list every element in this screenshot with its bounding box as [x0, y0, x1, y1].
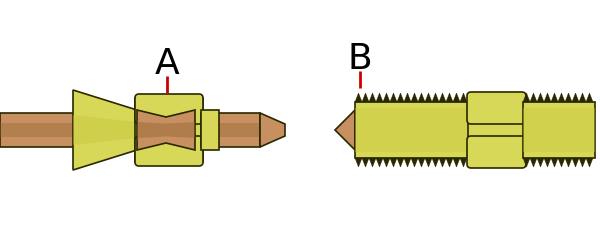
Polygon shape [201, 113, 260, 147]
Polygon shape [544, 93, 551, 102]
Polygon shape [565, 158, 572, 167]
Polygon shape [460, 93, 467, 102]
Polygon shape [418, 158, 425, 167]
Polygon shape [523, 108, 595, 152]
Polygon shape [260, 113, 285, 147]
Polygon shape [425, 158, 432, 167]
Text: B: B [347, 42, 373, 76]
Polygon shape [523, 102, 595, 158]
Polygon shape [137, 122, 195, 138]
Polygon shape [432, 158, 439, 167]
FancyBboxPatch shape [135, 136, 203, 166]
Polygon shape [355, 158, 362, 167]
Polygon shape [390, 158, 397, 167]
Polygon shape [537, 158, 544, 167]
Polygon shape [572, 158, 579, 167]
Polygon shape [201, 110, 219, 150]
Polygon shape [362, 158, 369, 167]
Polygon shape [523, 158, 530, 167]
Polygon shape [537, 93, 544, 102]
Polygon shape [73, 115, 137, 145]
Polygon shape [404, 93, 411, 102]
Polygon shape [335, 110, 355, 150]
Polygon shape [446, 158, 453, 167]
Polygon shape [544, 158, 551, 167]
Polygon shape [397, 93, 404, 102]
Polygon shape [355, 108, 470, 152]
Polygon shape [201, 123, 260, 137]
Polygon shape [558, 158, 565, 167]
Polygon shape [137, 110, 195, 150]
Polygon shape [411, 93, 418, 102]
Polygon shape [523, 93, 530, 102]
Polygon shape [530, 158, 537, 167]
Polygon shape [530, 93, 537, 102]
FancyBboxPatch shape [135, 94, 203, 124]
Polygon shape [411, 158, 418, 167]
Polygon shape [586, 158, 593, 167]
Polygon shape [551, 93, 558, 102]
Polygon shape [397, 158, 404, 167]
Polygon shape [0, 123, 75, 137]
Polygon shape [390, 93, 397, 102]
Polygon shape [468, 96, 525, 164]
Polygon shape [425, 93, 432, 102]
Polygon shape [355, 102, 470, 158]
Polygon shape [0, 113, 75, 147]
Polygon shape [135, 98, 203, 162]
Polygon shape [376, 93, 383, 102]
FancyBboxPatch shape [467, 136, 526, 168]
FancyBboxPatch shape [467, 92, 526, 124]
Polygon shape [369, 93, 376, 102]
Polygon shape [439, 158, 446, 167]
Polygon shape [439, 93, 446, 102]
Polygon shape [453, 93, 460, 102]
Polygon shape [383, 93, 390, 102]
Polygon shape [355, 93, 362, 102]
Polygon shape [586, 93, 593, 102]
Polygon shape [376, 158, 383, 167]
Polygon shape [551, 158, 558, 167]
Polygon shape [453, 158, 460, 167]
Polygon shape [404, 158, 411, 167]
Polygon shape [73, 90, 137, 170]
Polygon shape [362, 93, 369, 102]
Polygon shape [572, 93, 579, 102]
Polygon shape [369, 158, 376, 167]
Text: A: A [155, 47, 179, 81]
Polygon shape [446, 93, 453, 102]
Polygon shape [579, 158, 586, 167]
Polygon shape [418, 93, 425, 102]
Polygon shape [558, 93, 565, 102]
Polygon shape [432, 93, 439, 102]
Polygon shape [565, 93, 572, 102]
Polygon shape [579, 93, 586, 102]
Polygon shape [460, 158, 467, 167]
Polygon shape [383, 158, 390, 167]
